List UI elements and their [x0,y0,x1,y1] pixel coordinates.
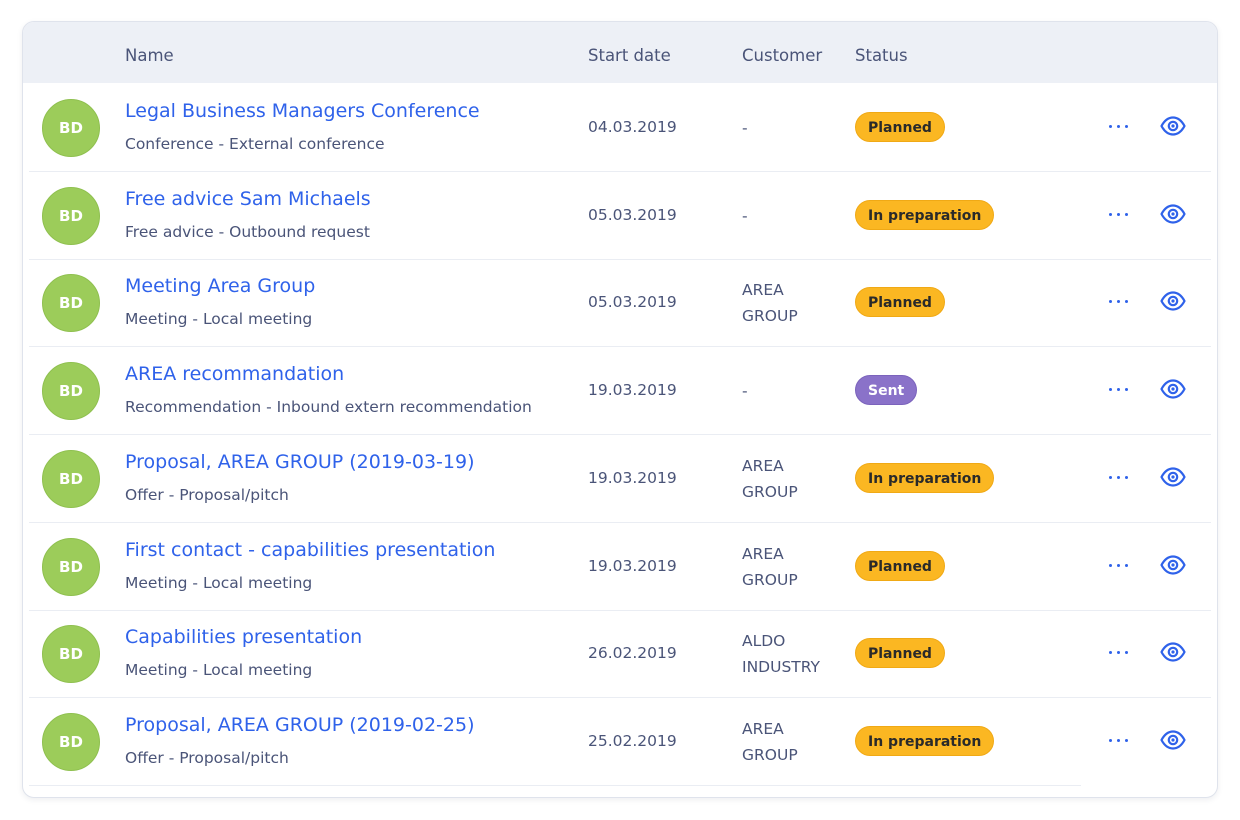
avatar: BD [42,99,100,157]
activity-type: Offer - Proposal/pitch [125,485,289,504]
activity-type: Offer - Proposal/pitch [125,748,289,767]
eye-icon[interactable] [1160,554,1186,576]
customer-line-1: - [742,382,748,401]
more-dots-icon[interactable] [1107,289,1131,313]
avatar: BD [42,449,100,508]
activity-title-link[interactable]: Free advice Sam Michaels [125,187,371,210]
start-date: 19.03.2019 [588,556,677,575]
activities-table: Name Start date Customer Status BD Legal… [22,21,1218,798]
activity-type: Meeting - Local meeting [125,310,313,329]
activity-type: Conference - External conference [125,135,385,153]
more-dots-icon[interactable] [1107,465,1131,489]
status-badge: Planned [855,550,945,581]
customer-line-1: AREA [742,719,784,738]
start-date: 26.02.2019 [588,644,677,663]
start-date: 19.03.2019 [588,381,677,400]
column-header-name[interactable]: Name [125,46,174,65]
more-dots-icon[interactable] [1107,640,1131,664]
table-row[interactable]: BD Capabilities presentation Meeting - L… [29,610,1211,699]
start-date: 19.03.2019 [588,468,677,487]
customer: AREA GROUP [742,277,852,329]
customer-line-2: GROUP [742,482,798,501]
customer-line-2: INDUSTRY [742,658,820,677]
more-dots-icon[interactable] [1107,377,1131,401]
status-badge: In preparation [855,462,995,493]
customer: - [742,203,852,229]
eye-icon[interactable] [1160,115,1186,137]
table-row[interactable]: BD Free advice Sam Michaels Free advice … [29,172,1211,260]
customer-line-1: ALDO [742,632,786,651]
customer: AREA GROUP [742,541,852,593]
eye-icon[interactable] [1160,378,1186,400]
activity-type: Free advice - Outbound request [125,222,370,241]
customer-line-2: GROUP [742,307,798,326]
start-date: 05.03.2019 [588,205,677,224]
table-header: Name Start date Customer Status [23,22,1217,83]
activity-type: Recommendation - Inbound extern recommen… [125,398,532,417]
activity-type: Meeting - Local meeting [125,661,313,680]
activity-title-link[interactable]: Meeting Area Group [125,275,316,298]
start-date: 04.03.2019 [588,118,677,136]
status-badge: Planned [855,287,945,318]
more-dots-icon[interactable] [1107,202,1131,226]
eye-icon[interactable] [1160,290,1186,312]
eye-icon[interactable] [1160,641,1186,663]
customer-line-1: - [742,206,748,225]
avatar: BD [42,625,100,684]
status-badge: In preparation [855,199,995,230]
table-row[interactable]: BD Proposal, AREA GROUP (2019-03-19) Off… [29,435,1211,523]
activity-title-link[interactable]: AREA recommandation [125,363,345,386]
avatar: BD [42,712,100,771]
customer: AREA GROUP [742,453,852,505]
customer-line-2: GROUP [742,570,798,589]
activity-title-link[interactable]: Legal Business Managers Conference [125,100,480,122]
table-row[interactable]: BD AREA recommandation Recommendation - … [29,347,1211,436]
avatar: BD [42,274,100,333]
table-row[interactable]: BD Proposal, AREA GROUP (2019-02-25) Off… [29,698,1186,786]
more-dots-icon[interactable] [1107,728,1131,752]
customer-line-1: AREA [742,456,784,475]
column-header-start-date[interactable]: Start date [588,46,671,65]
status-badge: In preparation [855,725,995,756]
customer-line-1: AREA [742,281,784,300]
column-header-customer[interactable]: Customer [742,46,823,65]
activity-title-link[interactable]: First contact - capabilities presentatio… [125,538,496,561]
avatar: BD [42,537,100,596]
status-badge: Planned [855,112,945,142]
activity-type: Meeting - Local meeting [125,573,313,592]
status-badge: Sent [855,375,918,406]
table-row[interactable]: BD Meeting Area Group Meeting - Local me… [29,259,1211,348]
customer: ALDO INDUSTRY [742,628,852,680]
customer-line-1: - [742,119,748,137]
avatar: BD [42,362,100,421]
customer: AREA GROUP [742,716,852,768]
activity-title-link[interactable]: Capabilities presentation [125,626,363,649]
customer-line-2: GROUP [742,745,798,764]
table-row[interactable]: BD First contact - capabilities presenta… [29,523,1211,611]
table-row[interactable]: BD Legal Business Managers Conference Co… [29,84,1211,172]
more-dots-icon[interactable] [1107,553,1131,577]
avatar: BD [42,186,100,245]
column-header-status[interactable]: Status [855,46,908,65]
customer: - [742,378,852,404]
more-dots-icon[interactable] [1107,114,1131,138]
start-date: 25.02.2019 [588,731,677,750]
activity-title-link[interactable]: Proposal, AREA GROUP (2019-02-25) [125,713,475,736]
eye-icon[interactable] [1160,729,1186,751]
start-date: 05.03.2019 [588,293,677,312]
eye-icon[interactable] [1160,203,1186,225]
activity-title-link[interactable]: Proposal, AREA GROUP (2019-03-19) [125,450,475,473]
status-badge: Planned [855,638,945,669]
customer-line-1: AREA [742,544,784,563]
eye-icon[interactable] [1160,466,1186,488]
customer: - [742,115,852,141]
